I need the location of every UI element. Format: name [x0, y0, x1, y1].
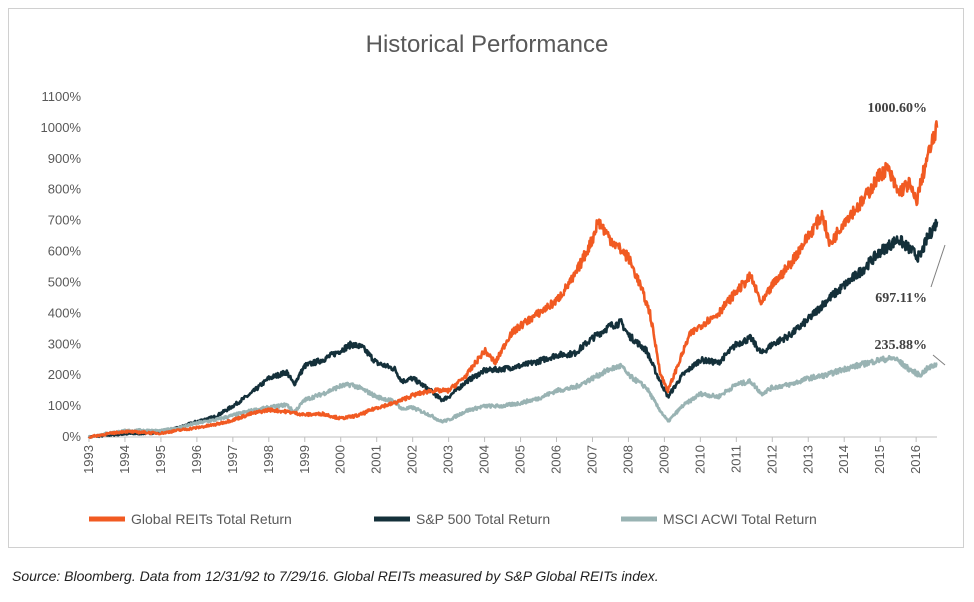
annotation-leader-line: [930, 244, 946, 288]
x-tick-label: 2000: [333, 445, 348, 474]
x-tick-label: 2014: [836, 445, 851, 474]
x-tick-label: 2003: [441, 445, 456, 474]
y-axis-ticks: 0% 100% 200% 300% 400% 500% 600% 700% 800% 900% 10…: [41, 89, 82, 444]
x-tick-label: 2002: [405, 445, 420, 474]
x-axis-ticks: 1993 1994 1995 1996 1997 1998 1999 2000 2001 2002…: [81, 437, 923, 474]
y-tick-label: 800%: [48, 182, 82, 197]
x-tick-label: 1998: [261, 445, 276, 474]
annotation-label: 235.88%: [875, 338, 928, 353]
y-tick-label: 700%: [48, 213, 82, 228]
annotation-label: 1000.60%: [868, 101, 928, 116]
y-tick-label: 500%: [48, 274, 82, 289]
legend: Global REITs Total Return S&P 500 Total R…: [89, 511, 817, 527]
y-tick-label: 0%: [62, 429, 81, 444]
series-line-1: [87, 120, 939, 439]
y-tick-label: 100%: [48, 398, 82, 413]
y-tick-label: 300%: [48, 336, 82, 351]
chart-frame: Historical Performance 0% 100% 200% 300% 400…: [8, 8, 964, 548]
y-tick-label: 900%: [48, 151, 82, 166]
y-tick-label: 1000%: [41, 120, 82, 135]
x-tick-label: 1993: [81, 445, 96, 474]
y-tick-label: 400%: [48, 305, 82, 320]
x-tick-label: 1996: [189, 445, 204, 474]
legend-label: Global REITs Total Return: [131, 511, 292, 527]
line-chart: Historical Performance 0% 100% 200% 300% 400…: [41, 31, 946, 527]
series-line-3: [87, 354, 938, 439]
x-tick-label: 2011: [728, 445, 743, 473]
end-value-annotations: 1000.60% 697.11% 235.88%: [868, 101, 946, 366]
x-tick-label: 2004: [477, 445, 492, 474]
x-tick-label: 2016: [908, 445, 923, 474]
x-tick-label: 2001: [369, 445, 384, 474]
x-tick-label: 2009: [656, 445, 671, 474]
y-tick-label: 200%: [48, 367, 82, 382]
legend-label: S&P 500 Total Return: [416, 511, 550, 527]
chart-title: Historical Performance: [366, 31, 609, 58]
annotation-leader-line: [932, 354, 946, 366]
x-tick-label: 2015: [872, 445, 887, 474]
legend-label: MSCI ACWI Total Return: [663, 511, 817, 527]
x-tick-label: 2012: [764, 445, 779, 474]
x-tick-label: 2010: [692, 445, 707, 474]
x-tick-label: 2006: [549, 445, 564, 474]
x-tick-label: 1999: [297, 445, 312, 474]
x-tick-label: 2008: [620, 445, 635, 474]
x-tick-label: 2005: [513, 445, 528, 474]
x-tick-label: 1997: [225, 445, 240, 474]
x-tick-label: 2013: [800, 445, 815, 474]
y-tick-label: 600%: [48, 244, 82, 259]
annotation-label: 697.11%: [875, 291, 927, 306]
series-lines: [87, 120, 939, 439]
x-tick-label: 2007: [584, 445, 599, 474]
x-tick-label: 1994: [117, 445, 132, 474]
x-tick-label: 1995: [153, 445, 168, 474]
source-footnote: Source: Bloomberg. Data from 12/31/92 to…: [12, 568, 659, 584]
series-line-2: [87, 218, 939, 439]
y-tick-label: 1100%: [41, 89, 81, 104]
